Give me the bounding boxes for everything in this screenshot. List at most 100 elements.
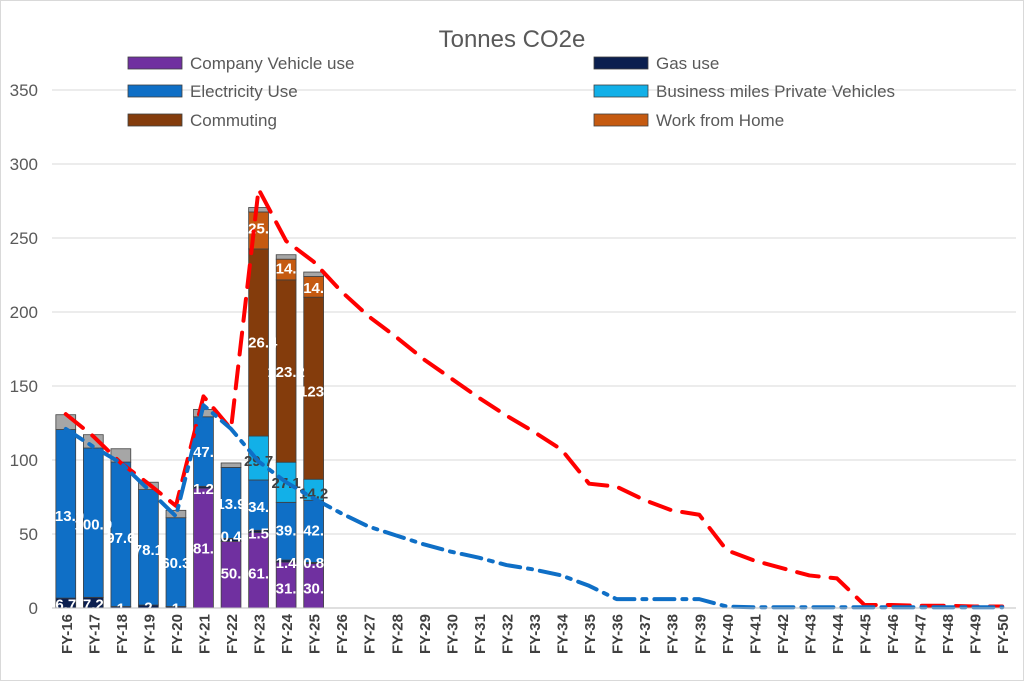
legend-swatch — [593, 113, 649, 127]
y-axis-tick-labels: 0 50 100 150 200 250 300 350 — [10, 81, 38, 618]
data-label: 81. — [193, 540, 214, 557]
data-label: 126.4 — [240, 335, 278, 352]
data-label: 14. — [303, 280, 324, 297]
x-tick-label: FY-24 — [279, 613, 296, 654]
data-label: 14.2 — [299, 486, 328, 503]
red-dashed-trend-line — [63, 187, 1005, 609]
x-tick-label: FY-45 — [858, 614, 875, 654]
x-tick-label: FY-44 — [830, 613, 847, 654]
data-label: 31. — [276, 580, 297, 597]
legend-label: Commuting — [190, 111, 277, 130]
y-tick-label: 50 — [19, 525, 38, 544]
legend-swatch — [127, 84, 183, 98]
data-label: 78.1 — [134, 542, 163, 559]
legend: Company Vehicle use Gas use Electricity Us… — [127, 54, 895, 130]
y-tick-label: 300 — [10, 155, 38, 174]
legend-item: Company Vehicle use — [127, 54, 354, 73]
data-label: 0.8 — [303, 555, 324, 572]
bar-segment — [303, 271, 324, 277]
blue-dash-dot-trend-line — [63, 403, 1005, 610]
bar-segment — [275, 254, 297, 260]
data-label: 1.5 — [248, 526, 269, 543]
data-label: 47. — [193, 444, 214, 461]
data-label: 42. — [303, 523, 324, 540]
data-label: 34. — [248, 499, 269, 516]
x-tick-label: FY-36 — [610, 614, 627, 654]
x-tick-label: FY-42 — [775, 614, 792, 654]
x-tick-label: FY-28 — [389, 614, 406, 654]
x-tick-label: FY-25 — [307, 614, 324, 654]
legend-label: Electricity Use — [190, 82, 298, 101]
x-tick-label: FY-34 — [555, 613, 572, 654]
legend-item: Work from Home — [593, 111, 784, 130]
data-label: 1.2 — [193, 481, 214, 498]
x-tick-label: FY-31 — [472, 614, 489, 654]
y-tick-label: 200 — [10, 303, 38, 322]
data-label: 123.2 — [267, 364, 305, 381]
data-label: 1 — [117, 600, 125, 617]
data-label: 7.2 — [83, 597, 104, 614]
data-label: 50. — [221, 565, 242, 582]
legend-swatch — [127, 113, 183, 127]
data-label: 13.9 — [216, 496, 245, 513]
data-label: 6.7 — [55, 597, 76, 614]
legend-label: Business miles Private Vehicles — [656, 82, 895, 101]
data-label: 14. — [276, 261, 297, 278]
bar-segment — [220, 462, 242, 468]
data-label: 39. — [276, 523, 297, 540]
x-tick-label: FY-21 — [196, 614, 213, 654]
x-tick-label: FY-29 — [417, 614, 434, 654]
legend-item: Business miles Private Vehicles — [593, 82, 895, 101]
x-tick-label: FY-26 — [334, 614, 351, 654]
x-tick-label: FY-30 — [444, 614, 461, 654]
x-tick-label: FY-35 — [582, 614, 599, 654]
data-label: 1 — [172, 600, 180, 617]
bars — [55, 207, 324, 609]
x-tick-label: FY-27 — [362, 614, 379, 654]
x-tick-label: FY-38 — [665, 614, 682, 654]
y-tick-label: 250 — [10, 229, 38, 248]
x-tick-label: FY-16 — [59, 614, 76, 654]
data-label: 0.4 — [221, 528, 243, 545]
legend-swatch — [127, 56, 183, 70]
y-tick-label: 0 — [29, 599, 38, 618]
data-label: 30. — [303, 580, 324, 597]
x-tick-label: FY-18 — [114, 614, 131, 654]
x-axis-tick-labels: FY-16 FY-17 FY-18 FY-19 FY-20 FY-21 FY-22 FY-23… — [59, 613, 1012, 654]
x-tick-label: FY-48 — [940, 614, 957, 654]
data-label: 100.9 — [75, 517, 113, 534]
chart-title: Tonnes CO2e — [439, 26, 586, 53]
x-tick-label: FY-37 — [637, 614, 654, 654]
x-tick-label: FY-46 — [885, 614, 902, 654]
legend-swatch — [593, 56, 649, 70]
x-tick-label: FY-19 — [141, 614, 158, 654]
data-label: 25. — [248, 221, 269, 238]
trend-lines — [63, 187, 1005, 610]
legend-label: Work from Home — [656, 111, 784, 130]
data-label: 60.3 — [161, 555, 190, 572]
legend-item: Electricity Use — [127, 82, 298, 101]
data-label: 61. — [248, 565, 269, 582]
legend-item: Commuting — [127, 111, 277, 130]
data-label: 1.4 — [276, 555, 298, 572]
x-tick-label: FY-22 — [224, 614, 241, 654]
y-tick-label: 150 — [10, 377, 38, 396]
data-label: 113.9 — [47, 508, 84, 525]
legend-item: Gas use — [593, 54, 719, 73]
data-label: 97.6 — [106, 530, 135, 547]
y-tick-label: 350 — [10, 81, 38, 100]
x-tick-label: FY-39 — [692, 614, 709, 654]
data-label: 123. — [299, 383, 328, 400]
x-tick-label: FY-40 — [720, 614, 737, 654]
x-tick-label: FY-43 — [802, 614, 819, 654]
legend-label: Gas use — [656, 54, 719, 73]
x-tick-label: FY-33 — [527, 614, 544, 654]
x-tick-label: FY-20 — [169, 614, 186, 654]
legend-label: Company Vehicle use — [190, 54, 354, 73]
data-labels: 6.7 7.2 1 2 1113.9100.997.678.160.381.1.247.… — [47, 221, 328, 618]
legend-swatch — [593, 84, 649, 98]
x-tick-label: FY-47 — [913, 614, 930, 654]
x-tick-label: FY-17 — [86, 614, 103, 654]
x-tick-label: FY-49 — [968, 614, 985, 654]
